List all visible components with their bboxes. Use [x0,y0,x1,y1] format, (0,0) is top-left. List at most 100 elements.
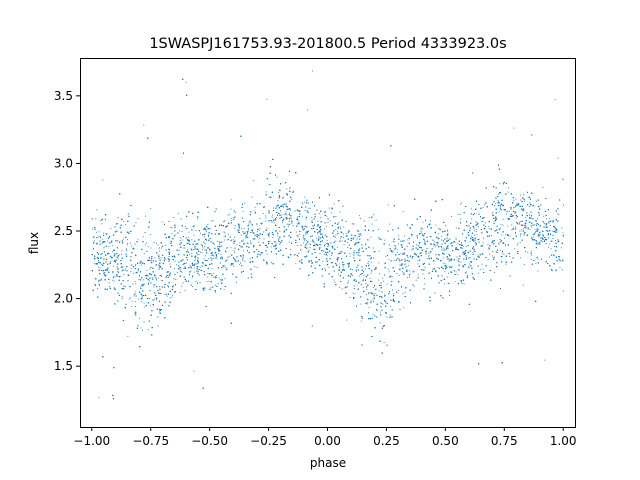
data-point [114,259,116,261]
data-point [312,70,313,72]
data-point [240,234,242,236]
data-point [382,280,384,282]
data-point [231,220,233,222]
data-point [187,236,189,238]
data-point [364,303,366,304]
data-point [326,239,328,241]
data-point [474,234,476,236]
data-point [491,214,493,216]
data-point [448,272,449,274]
data-point [269,232,270,234]
data-point [120,266,122,268]
data-point [389,223,391,225]
data-point [455,237,457,239]
data-point [467,274,469,276]
data-point [482,268,484,270]
data-point [519,242,521,243]
data-point [542,241,544,243]
data-point [159,250,161,252]
data-point [484,222,486,224]
data-point [323,253,325,255]
data-point [330,242,332,244]
data-point [269,240,271,242]
data-point [273,218,275,220]
data-point [203,258,205,260]
data-point [463,283,465,285]
data-point [371,223,373,225]
data-point [381,239,383,241]
data-point [339,286,341,288]
data-point [372,314,374,316]
data-point [141,301,143,303]
data-point [441,259,443,261]
data-point [373,298,375,300]
data-point [338,222,340,224]
data-point [377,279,379,281]
scatter-points [91,70,564,400]
data-point [304,196,306,198]
data-point [101,223,103,225]
data-point [339,268,341,270]
data-point [446,276,448,278]
data-point [315,244,316,246]
data-point [130,271,132,273]
data-point [554,99,556,100]
data-point [441,247,443,249]
data-point [239,242,241,244]
data-point [392,250,394,252]
data-point [335,234,337,236]
data-point [461,202,463,204]
data-point [197,218,199,220]
data-point [244,202,246,204]
data-point [191,239,193,241]
data-point [398,235,400,237]
data-point [243,227,245,229]
data-point [109,286,110,288]
data-point [455,239,457,241]
data-point [225,266,227,268]
data-point [129,297,131,299]
data-point [166,275,167,277]
data-point [370,272,372,274]
data-point [145,242,147,244]
data-point [259,218,261,220]
data-point [278,197,280,199]
data-point [255,234,257,236]
data-point [169,226,171,228]
data-point [179,243,181,245]
data-point [417,274,419,276]
data-point [483,237,484,239]
data-point [459,269,461,271]
data-point [150,305,151,307]
data-point [478,272,480,274]
data-point [481,263,483,265]
data-point [193,370,195,372]
data-point [171,232,173,234]
data-point [172,294,173,296]
data-point [384,239,386,241]
data-point [488,247,490,249]
data-point [463,245,465,247]
data-point [135,283,137,285]
data-point [220,279,222,281]
data-point [455,248,457,250]
data-point [345,233,347,234]
data-point [536,230,538,232]
data-point [176,264,178,266]
data-point [296,244,298,246]
data-point [319,230,321,232]
data-point [112,244,114,246]
data-point [179,230,181,232]
data-point [185,81,187,83]
data-point [266,253,268,255]
data-point [131,300,133,302]
data-point [140,286,142,288]
data-point [211,268,213,270]
data-point [126,244,128,246]
data-point [296,234,298,236]
data-point [497,205,499,207]
data-point [129,242,131,244]
data-point [497,193,499,195]
data-point [499,183,501,185]
